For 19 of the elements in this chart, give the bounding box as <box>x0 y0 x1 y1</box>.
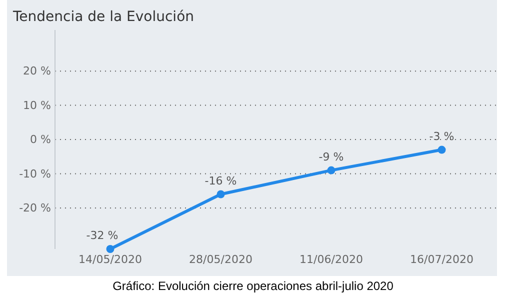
point <box>438 146 446 154</box>
chart-title: Tendencia de la Evolución <box>12 9 194 25</box>
point <box>216 190 225 198</box>
x-tick-label: 16/07/2020 <box>410 252 474 266</box>
data-label: -32 % <box>86 229 118 242</box>
y-tick-label: 20 % <box>23 64 51 78</box>
y-tick-label: 10 % <box>23 98 51 112</box>
y-tick-label: 0 % <box>30 133 51 146</box>
x-tick-label: 14/05/2020 <box>78 252 142 266</box>
y-tick-label: -10 % <box>19 167 51 180</box>
data-label: -16 % <box>204 174 237 188</box>
point <box>327 166 336 174</box>
text: Gráfico: Evolución cierre operaciones abril-julio 2020 <box>112 279 394 293</box>
point <box>106 245 114 253</box>
data-label: -9 % <box>318 150 344 164</box>
data-label: -3 % <box>429 130 454 143</box>
y-tick-label: -20 % <box>19 201 51 214</box>
x-tick-label: 11/06/2020 <box>300 252 363 266</box>
x-tick-label: 28/05/2020 <box>189 252 252 266</box>
